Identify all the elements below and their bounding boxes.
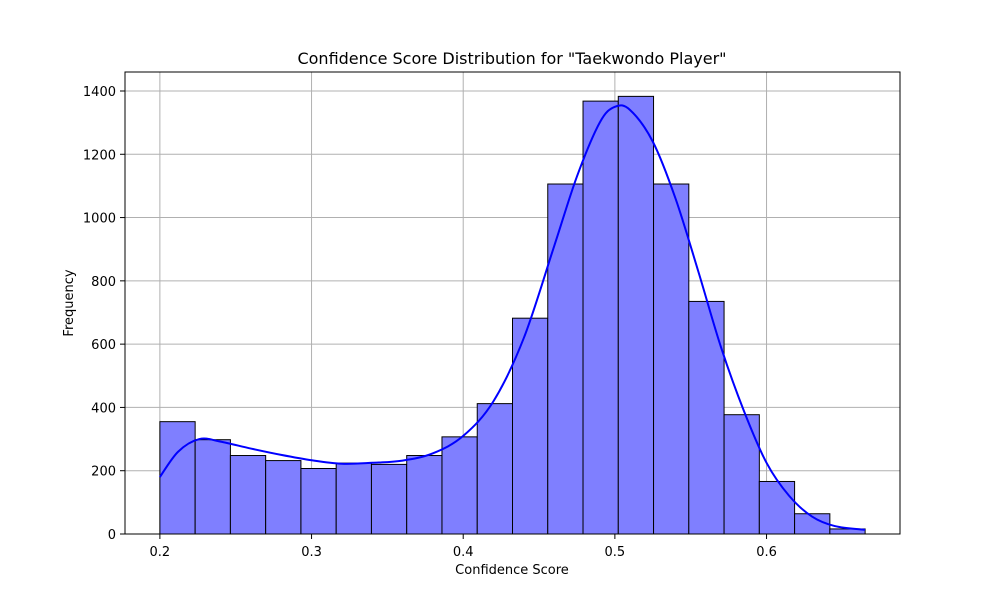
y-tick-label: 200 [91,465,116,480]
y-tick-label: 600 [91,338,116,353]
x-axis-ticks: 0.2 0.3 0.4 0.5 0.6 [150,534,777,560]
histogram-bar [723,414,760,535]
y-tick-label: 1200 [83,148,116,163]
histogram-bar [406,455,443,535]
histogram-bar [582,100,619,535]
histogram-bar [229,455,267,535]
histogram-bar [688,300,725,535]
histogram-bar [547,183,584,535]
histogram-bar [476,403,513,535]
y-tick-label: 0 [108,528,116,543]
x-axis-label: Confidence Score [455,563,569,578]
histogram-bar [194,439,231,535]
x-tick-label: 0.3 [301,545,322,560]
histogram-bar [300,467,337,535]
y-tick-label: 1000 [83,212,116,227]
histogram-bar [335,462,372,535]
histogram-bar [159,421,196,535]
y-axis-ticks: 0 200 400 600 800 1000 1200 1400 [83,85,125,543]
plot-frame [124,71,901,535]
y-axis-label: Frequency [62,269,77,336]
histogram-bar [653,183,690,535]
y-tick-label: 400 [91,401,116,416]
y-tick-label: 800 [91,275,116,290]
y-tick-label: 1400 [83,85,116,100]
histogram-bar [441,436,478,535]
histogram-bar [758,480,796,535]
x-tick-label: 0.4 [453,545,474,560]
x-tick-label: 0.5 [605,545,626,560]
x-tick-label: 0.6 [756,545,777,560]
x-tick-label: 0.2 [150,545,171,560]
histogram-bar [512,317,549,535]
histogram-bar [370,463,408,535]
histogram-bar [265,460,302,535]
kde-curve [159,104,866,531]
histogram-bars [159,95,866,535]
chart-title: Confidence Score Distribution for "Taekw… [297,49,726,68]
histogram-bar [617,95,655,535]
